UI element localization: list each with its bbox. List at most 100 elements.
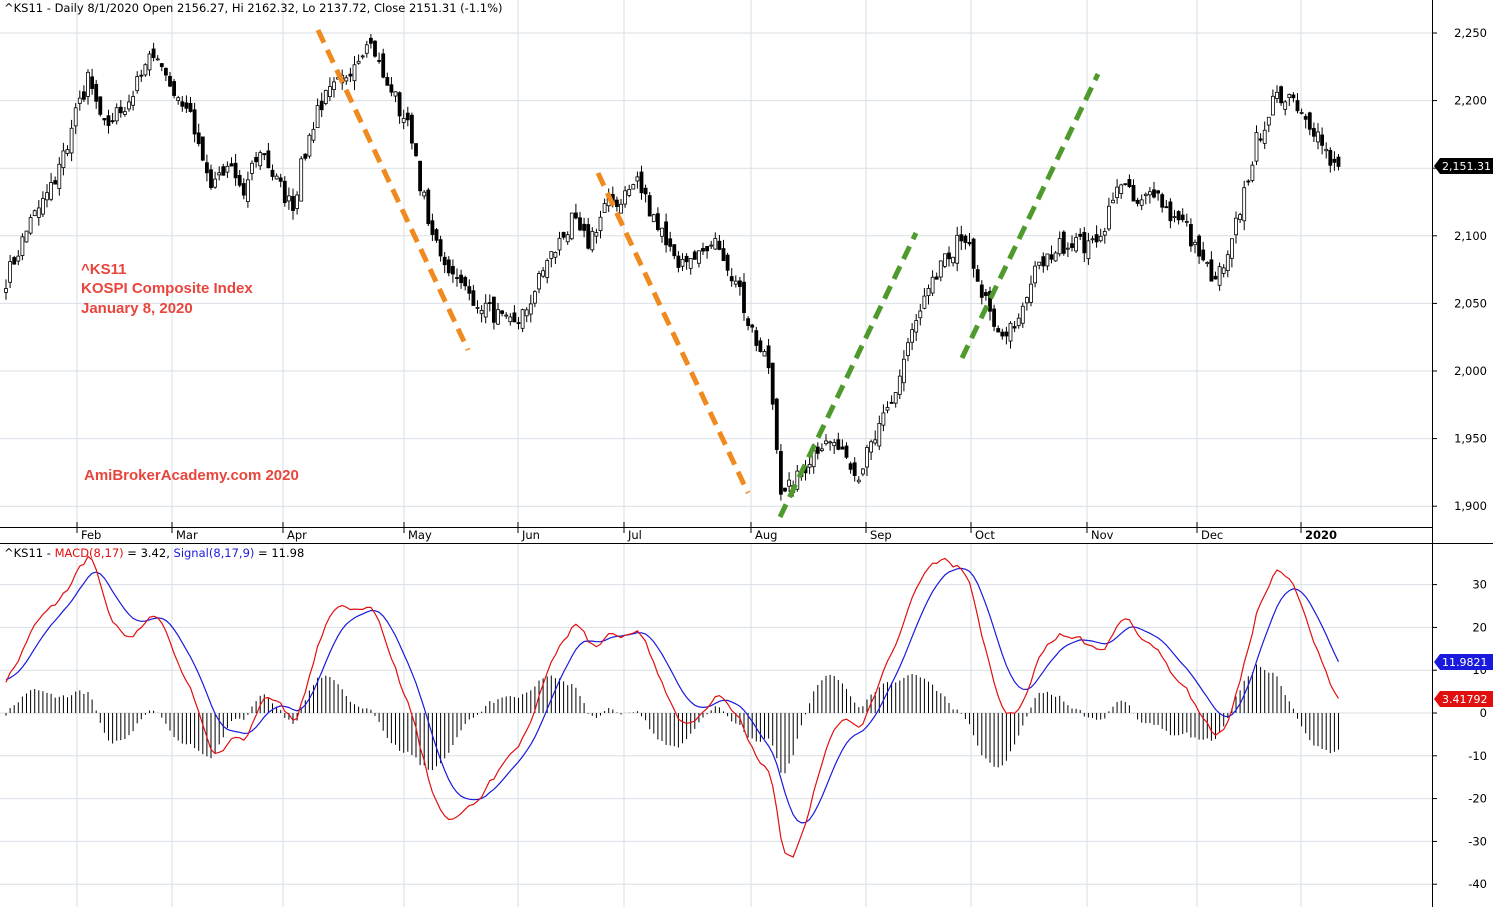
candle-down xyxy=(840,446,845,450)
candle-down xyxy=(1070,243,1074,248)
candle-down xyxy=(656,213,660,230)
candle-up xyxy=(1205,262,1210,265)
candle-down xyxy=(717,240,722,250)
candle-down xyxy=(684,255,689,263)
candle-up xyxy=(1225,254,1230,271)
candle-down xyxy=(746,318,750,326)
candle-down xyxy=(282,180,287,204)
candle-up xyxy=(131,96,136,106)
month-label: Feb xyxy=(81,528,101,542)
candle-up xyxy=(1029,283,1033,303)
candle-up xyxy=(861,468,865,475)
candle-up xyxy=(590,230,595,251)
candle-down xyxy=(848,463,853,470)
svg-text:3.41792: 3.41792 xyxy=(1442,693,1488,706)
candle-up xyxy=(504,314,509,317)
candle-up xyxy=(1234,217,1238,236)
candle-down xyxy=(106,115,111,126)
candle-up xyxy=(360,55,365,58)
candle-down xyxy=(1131,184,1136,202)
candle-up xyxy=(401,117,406,123)
candle-down xyxy=(758,340,763,352)
candle-down xyxy=(254,156,259,163)
uptrend-line-2 xyxy=(959,72,1101,360)
candle-down xyxy=(303,153,308,159)
candle-down xyxy=(1094,234,1099,243)
candle-down xyxy=(487,302,492,304)
candle-down xyxy=(98,96,103,115)
macd-header: ^KS11 - MACD(8,17) = 3.42, Signal(8,17,9… xyxy=(4,546,304,560)
candle-up xyxy=(528,303,533,315)
candle-up xyxy=(1287,94,1292,98)
candle-up xyxy=(594,232,599,237)
watermark: AmiBrokerAcademy.com 2020 xyxy=(84,467,299,484)
candle-down xyxy=(405,112,410,121)
candle-up xyxy=(1107,205,1111,230)
candle-up xyxy=(520,309,525,329)
candle-up xyxy=(1221,267,1226,274)
price-tick-label: 1,950 xyxy=(1454,432,1487,446)
downtrend-line-1 xyxy=(315,28,471,352)
candle-up xyxy=(41,198,45,215)
candle-down xyxy=(1320,134,1324,146)
candle-down xyxy=(561,231,566,238)
candle-up xyxy=(1266,116,1271,126)
candle-up xyxy=(598,216,603,232)
candle-up xyxy=(762,351,767,357)
candle-down xyxy=(1135,199,1140,204)
candle-up xyxy=(910,329,914,343)
candle-down xyxy=(676,255,681,268)
candle-down xyxy=(1061,231,1066,254)
candle-down xyxy=(459,274,464,284)
candle-up xyxy=(533,291,537,304)
candle-down xyxy=(491,296,496,323)
candle-up xyxy=(77,97,82,104)
candle-down xyxy=(1000,331,1005,337)
candle-down xyxy=(455,277,459,279)
candle-down xyxy=(471,290,476,306)
candle-up xyxy=(274,175,279,180)
candle-down xyxy=(450,266,455,275)
candle-up xyxy=(1111,199,1115,204)
candle-up xyxy=(1254,132,1259,162)
candle-up xyxy=(1098,235,1103,242)
candle-down xyxy=(467,286,472,294)
candle-up xyxy=(1271,95,1275,116)
candle-up xyxy=(688,258,693,269)
candle-down xyxy=(368,37,373,44)
candle-up xyxy=(631,184,636,190)
candle-down xyxy=(996,328,1001,333)
candle-up xyxy=(86,71,90,97)
candle-down xyxy=(1049,254,1054,260)
candle-down xyxy=(574,212,578,219)
candle-down xyxy=(319,100,324,111)
price-tick-label: 2,050 xyxy=(1454,296,1487,310)
price-tick-label: 1,900 xyxy=(1454,499,1487,513)
candle-down xyxy=(643,187,648,195)
signal-line xyxy=(5,567,1340,824)
candle-up xyxy=(856,479,861,483)
candle-down xyxy=(512,312,517,323)
candle-down xyxy=(721,248,726,262)
candle-down xyxy=(738,280,742,287)
candle-up xyxy=(627,189,632,196)
candle-up xyxy=(352,64,357,82)
candle-up xyxy=(479,309,484,315)
candle-up xyxy=(225,165,230,173)
candle-down xyxy=(1004,331,1009,337)
candle-down xyxy=(446,259,451,274)
candle-down xyxy=(1082,232,1087,254)
candle-up xyxy=(893,392,898,404)
candle-up xyxy=(258,152,263,167)
uptrend-line-1 xyxy=(777,231,919,519)
candle-down xyxy=(237,174,242,186)
candle-down xyxy=(229,163,234,167)
month-label: Jul xyxy=(627,528,642,542)
candle-up xyxy=(820,448,824,452)
candle-up xyxy=(114,107,119,122)
candle-down xyxy=(1246,180,1251,183)
candle-down xyxy=(934,276,939,280)
price-tick-label: 2,200 xyxy=(1454,94,1487,108)
candle-down xyxy=(967,241,972,245)
candle-down xyxy=(377,60,382,62)
